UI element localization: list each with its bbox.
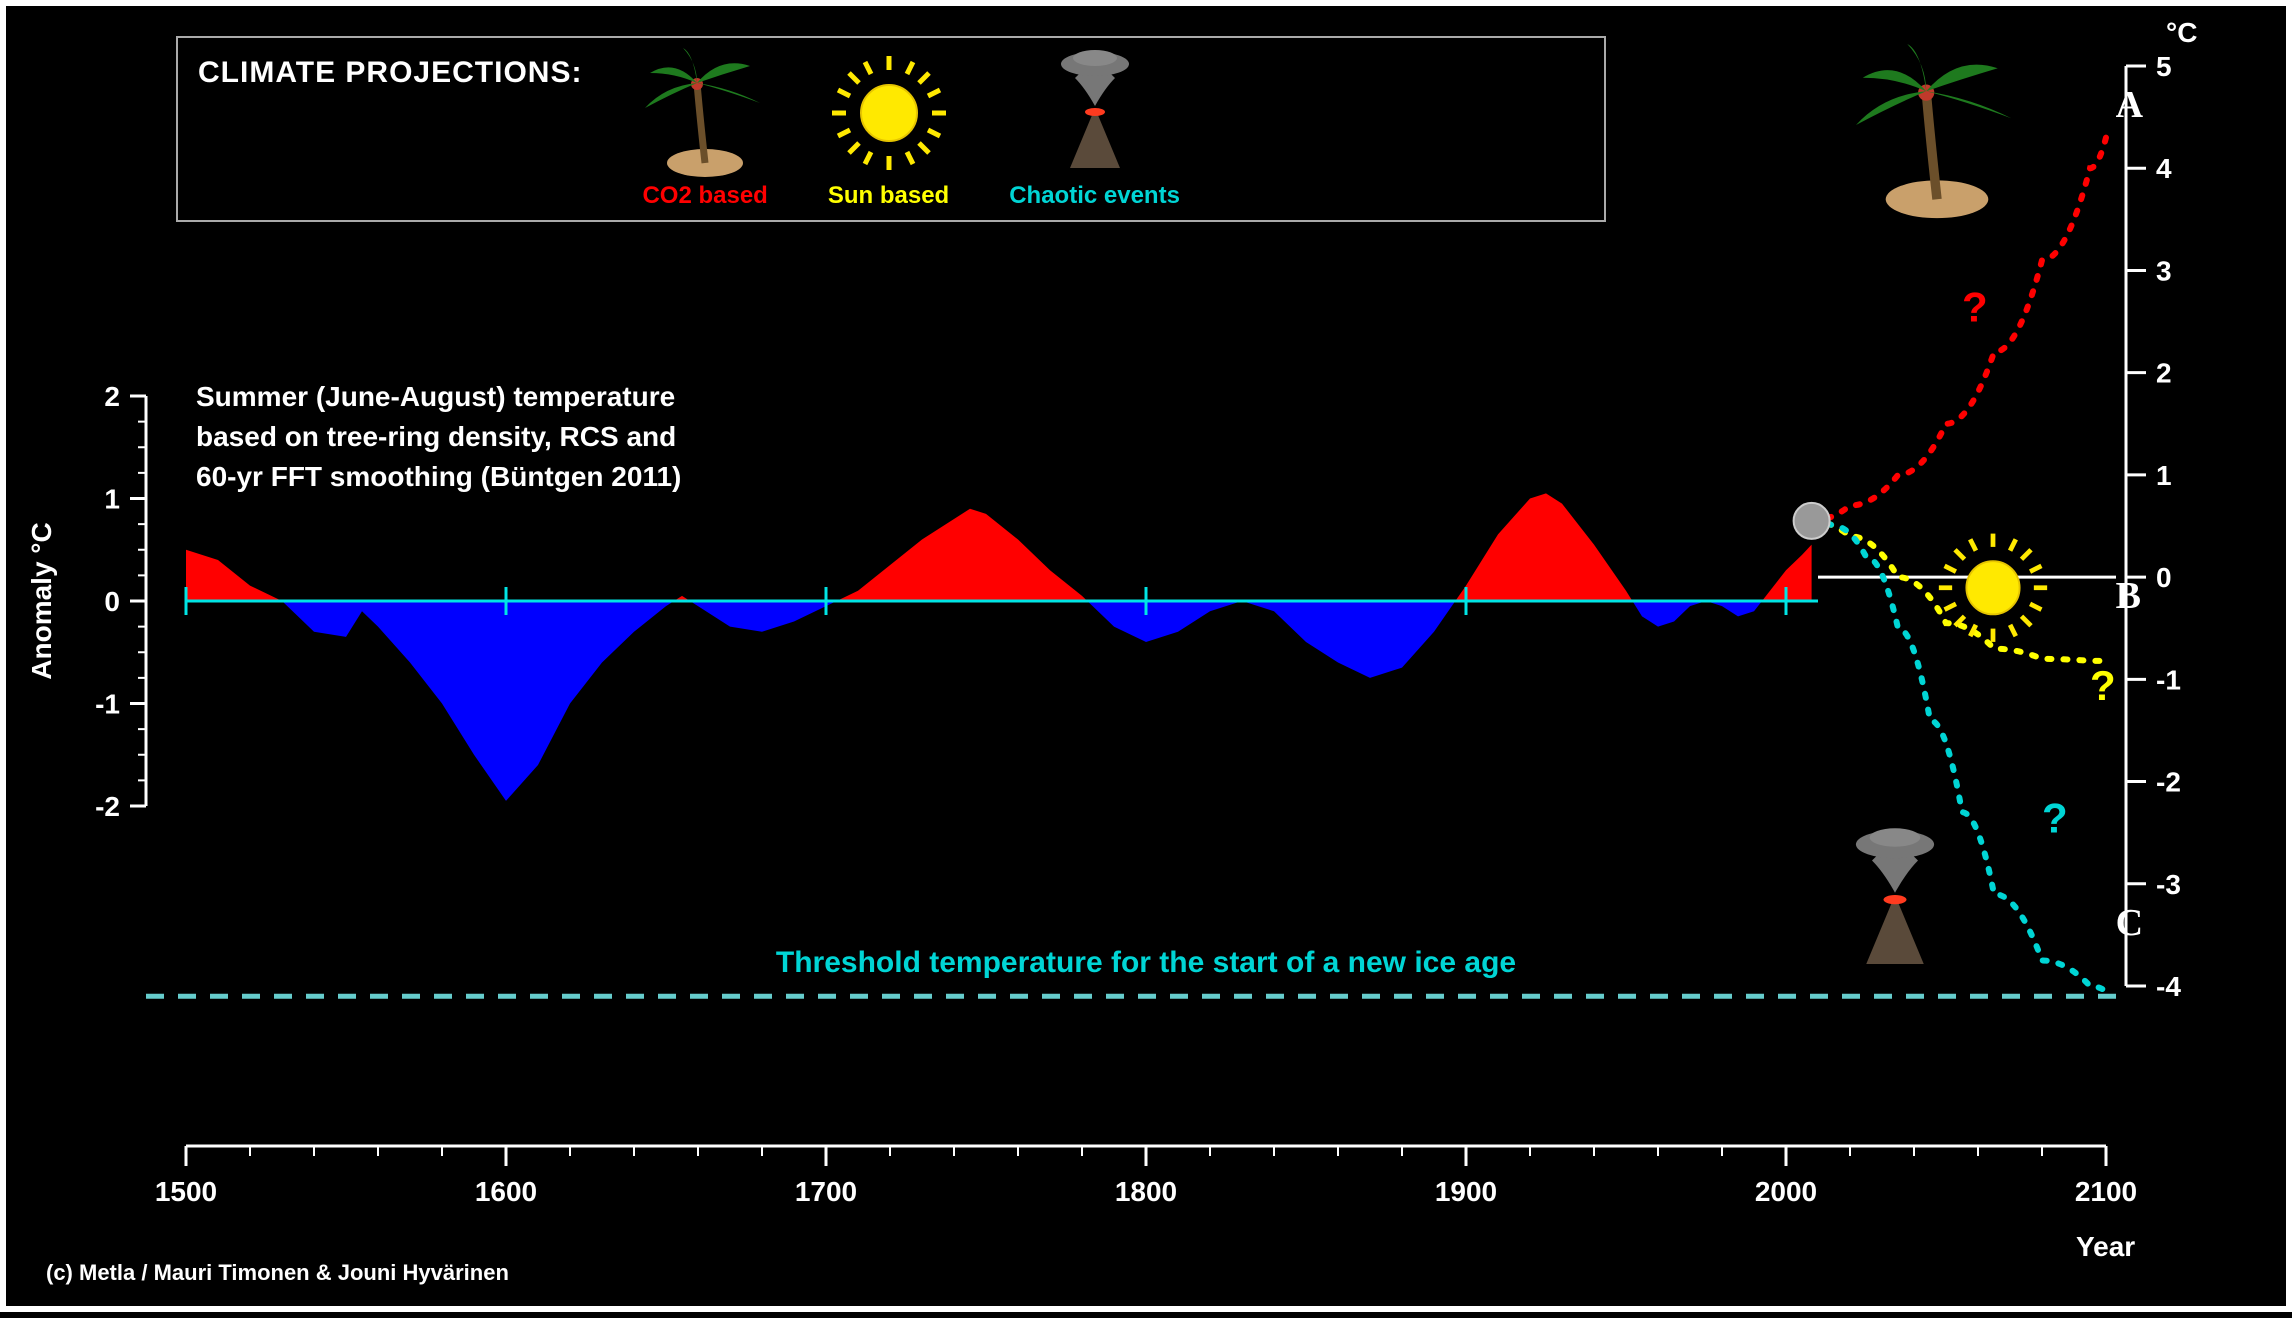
credit-text: (c) Metla / Mauri Timonen & Jouni Hyväri… (46, 1260, 509, 1286)
yr-tick: 1 (2156, 460, 2172, 491)
scenario-label-C: C (2116, 902, 2143, 944)
yr-tick: 4 (2156, 153, 2172, 184)
q-B: ? (2090, 662, 2116, 709)
anomaly-area (837, 509, 1088, 601)
x-axis-label: Year (2076, 1231, 2135, 1262)
y-left-label: Anomaly °C (26, 522, 57, 679)
x-tick: 2100 (2075, 1176, 2137, 1207)
anomaly-area (690, 601, 837, 632)
sun-icon-right (1939, 534, 2047, 642)
projection-C (1812, 521, 2106, 991)
x-tick: 2000 (1755, 1176, 1817, 1207)
description-line: based on tree-ring density, RCS and (196, 421, 676, 452)
legend-item-co2: CO2 based (642, 48, 767, 210)
legend-item-sun: Sun based (828, 48, 949, 210)
legend-label-sun: Sun based (828, 182, 949, 210)
anomaly-area (186, 550, 282, 601)
scenario-label-B: B (2116, 575, 2141, 617)
anomaly-area (1455, 493, 1632, 601)
yl-tick: 2 (104, 381, 120, 412)
legend-label-co2: CO2 based (642, 182, 767, 210)
divergence-marker (1794, 503, 1830, 539)
scenario-label-A: A (2116, 84, 2144, 126)
threshold-text: Threshold temperature for the start of a… (776, 946, 1516, 979)
x-tick: 1700 (795, 1176, 857, 1207)
q-A: ? (1962, 284, 1988, 331)
sun-icon (829, 48, 949, 178)
anomaly-area (1242, 601, 1455, 678)
anomaly-area (1706, 601, 1762, 616)
yr-tick: -2 (2156, 767, 2181, 798)
yr-tick: 5 (2156, 51, 2172, 82)
anomaly-area (282, 601, 674, 801)
legend-title: CLIMATE PROJECTIONS: (198, 56, 582, 90)
palm-icon (645, 48, 765, 178)
anomaly-area (1087, 601, 1242, 642)
description-line: Summer (June-August) temperature (196, 381, 675, 412)
yr-tick: 3 (2156, 255, 2172, 286)
yr-tick: -1 (2156, 664, 2181, 695)
volcano-icon-right (1856, 828, 1934, 964)
yl-tick: 1 (104, 484, 120, 515)
x-tick: 1800 (1115, 1176, 1177, 1207)
yr-tick: 0 (2156, 562, 2172, 593)
legend-box: CLIMATE PROJECTIONS: CO2 based Sun based… (176, 36, 1606, 222)
yr-tick: -3 (2156, 869, 2181, 900)
description-line: 60-yr FFT smoothing (Büntgen 2011) (196, 461, 681, 492)
legend-label-chaotic: Chaotic events (1009, 182, 1180, 210)
yl-tick: 0 (104, 586, 120, 617)
volcano-icon (1035, 48, 1155, 178)
yr-tick: 2 (2156, 358, 2172, 389)
anomaly-area (1632, 601, 1706, 627)
yl-tick: -2 (95, 791, 120, 822)
palm-icon-right (1856, 44, 2011, 218)
q-C: ? (2042, 795, 2068, 842)
x-tick: 1600 (475, 1176, 537, 1207)
yl-tick: -1 (95, 689, 120, 720)
x-tick: 1900 (1435, 1176, 1497, 1207)
legend-item-chaotic: Chaotic events (1009, 48, 1180, 210)
yr-tick: -4 (2156, 971, 2181, 1002)
x-tick: 1500 (155, 1176, 217, 1207)
y-right-label: °C (2166, 17, 2197, 48)
